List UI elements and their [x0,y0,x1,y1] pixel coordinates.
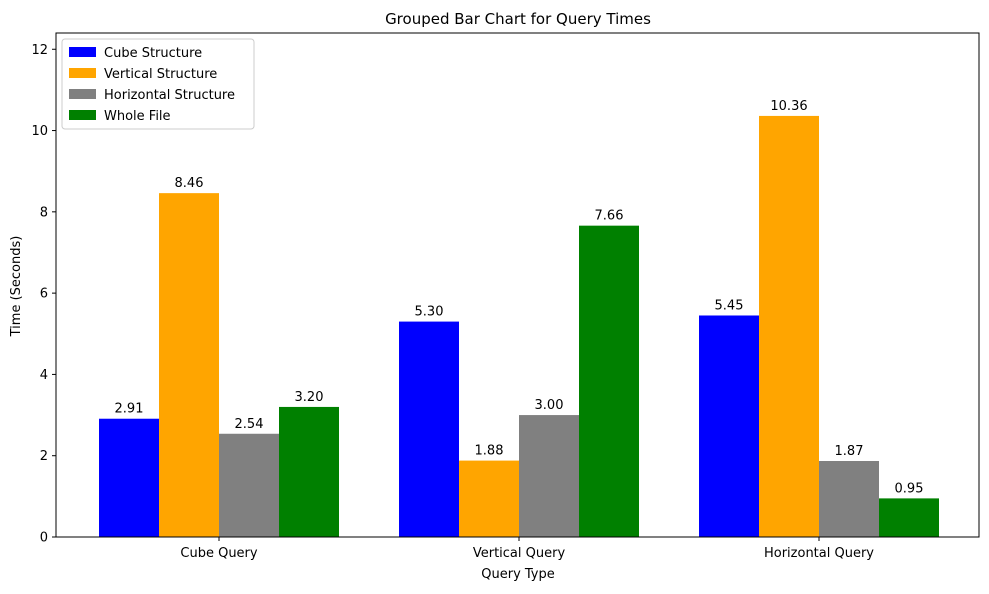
legend-swatch [69,110,96,120]
bar-value-label: 2.54 [235,417,264,432]
bar-value-label: 1.88 [475,444,504,459]
bar-value-label: 8.46 [175,176,204,191]
y-tick-label: 12 [31,43,48,58]
x-tick-label: Horizontal Query [764,546,874,561]
legend: Cube Structure Vertical Structure Horizont… [61,38,255,130]
bar-value-label: 1.87 [835,444,864,459]
bar-value-label: 3.00 [535,398,564,413]
x-axis-label: Query Type [481,567,555,582]
legend-label: Cube Structure [104,46,202,61]
bar-horizontal-structure-2 [819,460,879,537]
y-tick-label: 8 [40,205,48,220]
bar-vertical-structure-2 [759,115,819,537]
x-tick-label: Cube Query [180,546,258,561]
plot-frame [55,32,980,538]
bar-horizontal-structure-0 [219,433,279,537]
bar-cube-structure-0 [99,418,159,537]
legend-swatch [69,68,96,78]
y-tick-label: 4 [40,368,48,383]
plot-area: 2.91 5.30 5.45 8.46 1.88 10.36 2.54 3.00 1.87 3.2… [31,32,980,561]
y-axis-label: Time (Seconds) [9,236,24,338]
bar-value-label: 0.95 [895,481,924,496]
legend-label: Vertical Structure [104,67,217,82]
y-tick-label: 2 [40,449,48,464]
bar-vertical-structure-1 [459,460,519,537]
y-tick-label: 6 [40,287,48,302]
x-tick-label: Vertical Query [473,546,566,561]
y-tick-label: 0 [40,531,48,546]
legend-label: Horizontal Structure [104,88,235,103]
bar-value-label: 3.20 [295,390,324,405]
bar-value-label: 5.45 [715,298,744,313]
bar-value-label: 5.30 [415,305,444,320]
bar-whole-file-1 [579,225,639,537]
bar-cube-structure-1 [399,321,459,537]
legend-label: Whole File [104,109,171,124]
legend-box [61,38,255,130]
bar-value-label: 10.36 [770,99,807,114]
legend-swatch [69,47,96,57]
y-tick-label: 10 [31,124,48,139]
bar-cube-structure-2 [699,315,759,537]
legend-swatch [69,89,96,99]
bar-value-label: 2.91 [115,402,144,417]
bar-value-label: 7.66 [595,209,624,224]
bar-whole-file-0 [279,406,339,537]
chart-title: Grouped Bar Chart for Query Times [385,10,651,28]
bar-horizontal-structure-1 [519,415,579,537]
bar-vertical-structure-0 [159,193,219,537]
bar-whole-file-2 [879,498,939,537]
